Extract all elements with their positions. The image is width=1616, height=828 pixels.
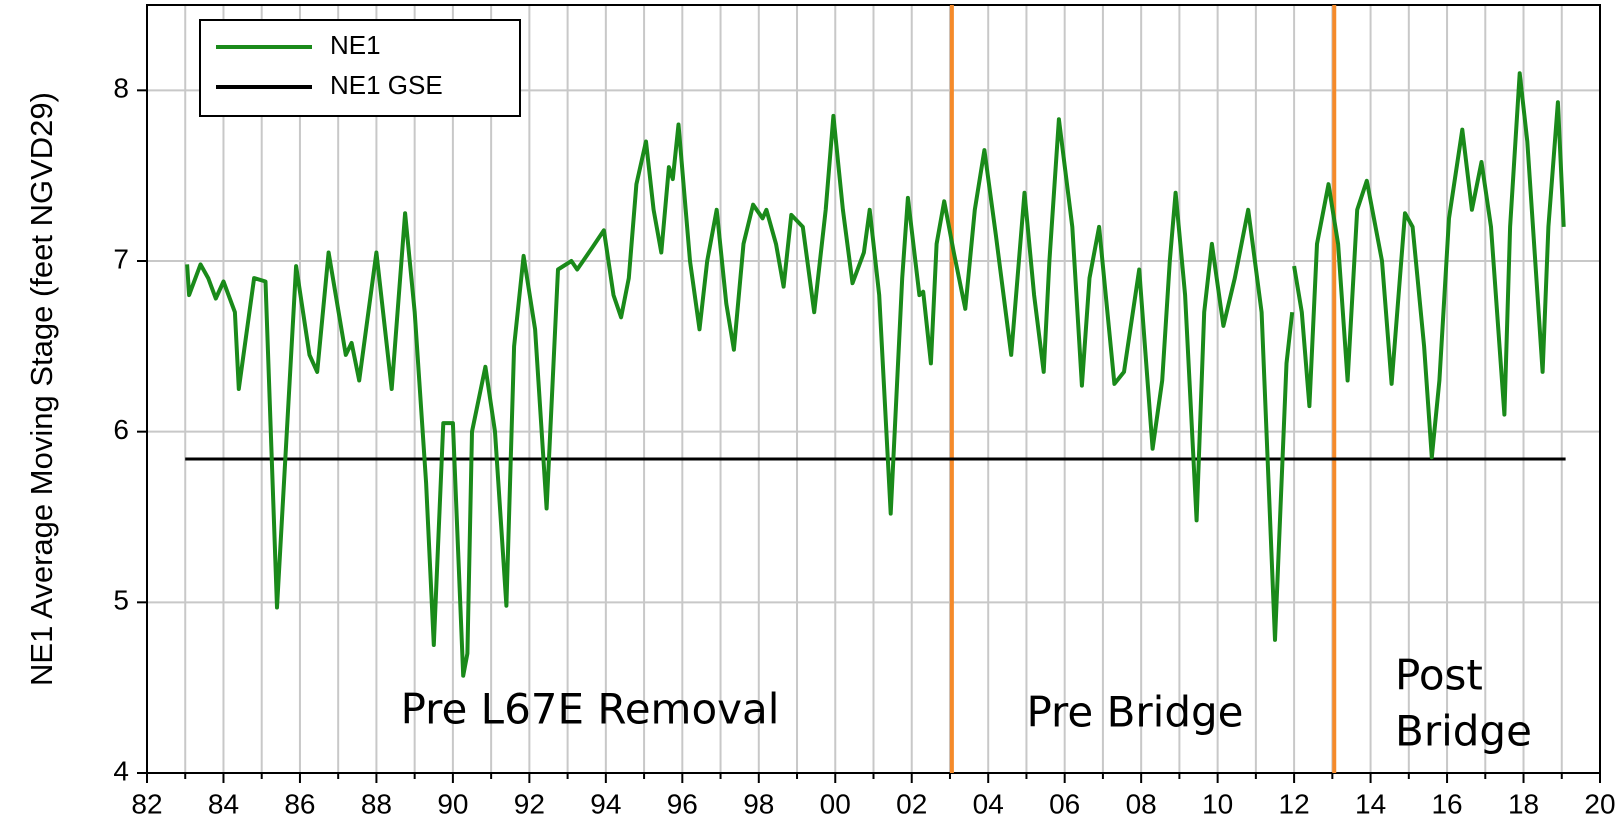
annotation: Pre Bridge [1026, 688, 1243, 737]
annotation: Pre L67E Removal [401, 685, 780, 734]
y-tick-label: 7 [113, 243, 129, 274]
x-tick-label: 94 [590, 788, 621, 819]
x-tick-label: 82 [131, 788, 162, 819]
x-tick-label: 14 [1355, 788, 1386, 819]
x-tick-label: 00 [820, 788, 851, 819]
x-tick-label: 92 [514, 788, 545, 819]
x-tick-label: 96 [667, 788, 698, 819]
x-tick-label: 16 [1431, 788, 1462, 819]
x-tick-label: 86 [284, 788, 315, 819]
legend: NE1 NE1 GSE [199, 19, 521, 117]
x-tick-label: 06 [1049, 788, 1080, 819]
annotation: Post [1395, 651, 1483, 700]
annotation: Bridge [1395, 707, 1532, 756]
x-tick-label: 90 [437, 788, 468, 819]
y-tick-label: 8 [113, 73, 129, 104]
y-tick-label: 5 [113, 585, 129, 616]
x-tick-label: 20 [1584, 788, 1615, 819]
y-tick-label: 4 [113, 755, 129, 786]
x-tick-label: 02 [896, 788, 927, 819]
x-tick-label: 18 [1508, 788, 1539, 819]
x-tick-label: 12 [1279, 788, 1310, 819]
series-line [185, 71, 1566, 678]
x-tick-label: 84 [208, 788, 239, 819]
x-tick-label: 10 [1202, 788, 1233, 819]
legend-label: NE1 [330, 30, 381, 60]
x-tick-label: 08 [1126, 788, 1157, 819]
legend-label: NE1 GSE [330, 70, 443, 100]
y-axis-title: NE1 Average Moving Stage (feet NGVD29) [24, 92, 59, 686]
x-tick-label: 98 [743, 788, 774, 819]
legend-box [199, 19, 521, 117]
y-tick-label: 6 [113, 414, 129, 445]
x-tick-label: 04 [973, 788, 1004, 819]
x-tick-label: 88 [361, 788, 392, 819]
